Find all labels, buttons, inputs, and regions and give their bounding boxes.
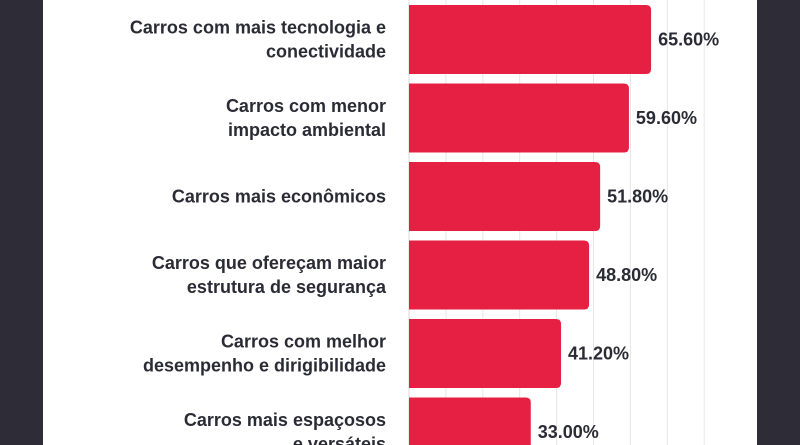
category-label: impacto ambiental: [228, 120, 386, 140]
bar: [409, 319, 562, 388]
data-label: 65.60%: [658, 30, 719, 50]
data-label: 33.00%: [538, 422, 599, 442]
chart-panel: 65.60% Carros com mais tecnologia e conect…: [43, 0, 757, 445]
category-label: desempenho e dirigibilidade: [143, 356, 386, 376]
bar-chart: 65.60% Carros com mais tecnologia e conect…: [130, 0, 719, 445]
bar: [409, 162, 601, 231]
bar: [409, 397, 531, 445]
category-label: Carros com melhor: [221, 332, 386, 352]
bar: [409, 83, 629, 153]
category-label: Carros com mais tecnologia e: [130, 18, 386, 38]
data-label: 41.20%: [568, 344, 629, 364]
data-label: 59.60%: [636, 108, 697, 128]
data-label: 48.80%: [596, 265, 657, 285]
bar: [409, 240, 590, 310]
category-label: Carros mais econômicos: [172, 187, 386, 207]
category-label: Carros que ofereçam maior: [152, 253, 386, 273]
category-label: Carros mais espaçosos: [184, 410, 386, 430]
bar: [409, 5, 652, 74]
category-label: Carros com menor: [226, 96, 386, 116]
category-label: e versáteis: [293, 434, 386, 445]
data-label: 51.80%: [607, 187, 668, 207]
category-label: conectividade: [266, 42, 386, 62]
category-label: estrutura de segurança: [187, 277, 387, 297]
